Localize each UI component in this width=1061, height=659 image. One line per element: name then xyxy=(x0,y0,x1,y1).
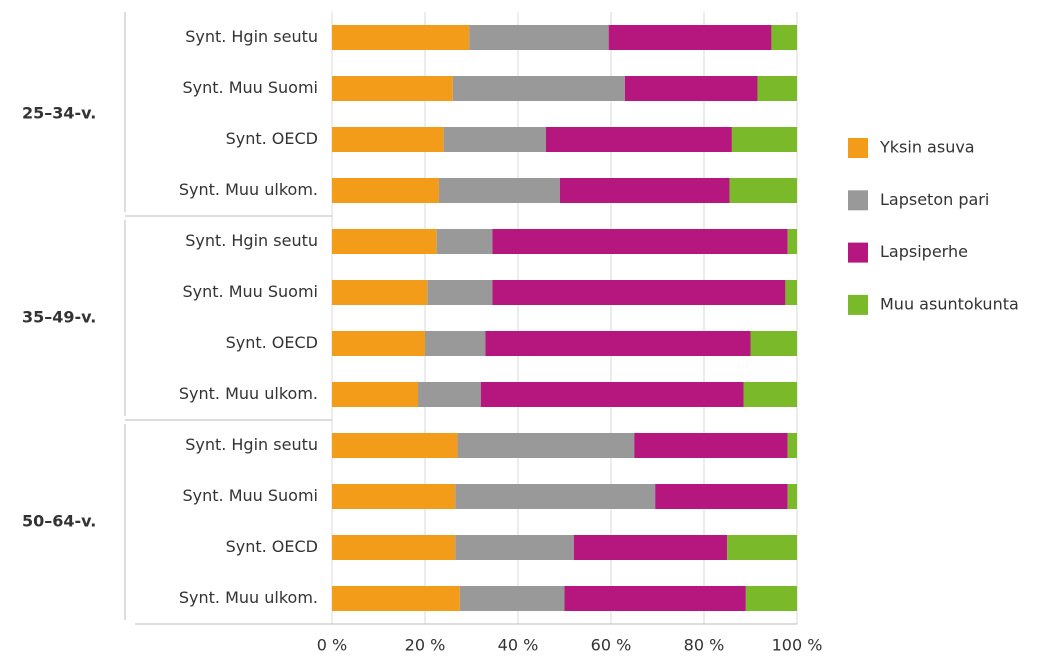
bar-segment xyxy=(745,586,797,611)
bar-segment xyxy=(743,382,797,407)
bar-segment xyxy=(785,280,797,305)
bar-segment xyxy=(655,484,788,509)
bar-segment xyxy=(573,535,728,560)
bar-segment xyxy=(332,586,460,611)
x-tick-label: 60 % xyxy=(591,636,632,655)
x-tick-label: 20 % xyxy=(405,636,446,655)
bar-segment xyxy=(332,76,453,101)
group-label: 35–49-v. xyxy=(22,308,96,327)
bar-segment xyxy=(425,331,486,356)
bar-segment xyxy=(436,229,493,254)
x-tick-label: 80 % xyxy=(684,636,725,655)
bar-segment xyxy=(787,484,797,509)
bar-segment xyxy=(480,382,744,407)
y-tick-label: Synt. Muu ulkom. xyxy=(179,588,318,607)
y-tick-label: Synt. Muu Suomi xyxy=(183,78,319,97)
bar-segment xyxy=(438,178,560,203)
bar-segment xyxy=(757,76,797,101)
bar-segment xyxy=(787,229,797,254)
y-tick-label: Synt. Muu ulkom. xyxy=(179,384,318,403)
bar-segment xyxy=(634,433,788,458)
x-tick-label: 100 % xyxy=(772,636,823,655)
bar-segment xyxy=(452,76,625,101)
bar-segment xyxy=(771,25,797,50)
bar-segment xyxy=(608,25,772,50)
bar-segment xyxy=(559,178,730,203)
bar-segment xyxy=(624,76,758,101)
bar-segment xyxy=(332,25,470,50)
legend-swatch xyxy=(848,294,868,315)
bar-segment xyxy=(492,229,788,254)
y-tick-label: Synt. Hgin seutu xyxy=(185,435,318,454)
y-tick-label: Synt. Hgin seutu xyxy=(185,27,318,46)
bar-segment xyxy=(332,433,458,458)
y-tick-label: Synt. Muu Suomi xyxy=(183,486,319,505)
bar-segment xyxy=(787,433,797,458)
bar-segment xyxy=(332,229,437,254)
bar-segment xyxy=(564,586,746,611)
bar-segment xyxy=(545,127,732,152)
legend-swatch xyxy=(848,190,868,211)
group-label: 50–64-v. xyxy=(22,512,96,531)
bar-segment xyxy=(332,127,444,152)
legend-swatch xyxy=(848,242,868,263)
y-tick-label: Synt. Muu ulkom. xyxy=(179,180,318,199)
bar-segment xyxy=(727,535,797,560)
bar-segment xyxy=(457,433,635,458)
legend-label: Lapseton pari xyxy=(880,190,989,209)
bar-segment xyxy=(332,178,439,203)
bar-segment xyxy=(332,280,428,305)
bar-segment xyxy=(418,382,481,407)
bar-segment xyxy=(469,25,609,50)
bar-segment xyxy=(332,331,425,356)
bar-segment xyxy=(455,535,574,560)
bar-segment xyxy=(443,127,546,152)
bar-segment xyxy=(729,178,797,203)
bar-segment xyxy=(332,535,456,560)
y-tick-label: Synt. OECD xyxy=(226,537,318,556)
legend-label: Lapsiperhe xyxy=(880,242,968,261)
legend-label: Muu asuntokunta xyxy=(880,294,1019,313)
y-tick-label: Synt. Muu Suomi xyxy=(183,282,319,301)
legend-swatch xyxy=(848,138,868,158)
bar-segment xyxy=(427,280,493,305)
bar-segment xyxy=(332,382,419,407)
bar-segment xyxy=(750,331,797,356)
group-label: 25–34-v. xyxy=(22,104,96,123)
y-tick-label: Synt. Hgin seutu xyxy=(185,231,318,250)
legend-label: Yksin asuva xyxy=(879,138,975,157)
bar-segment xyxy=(459,586,565,611)
bar-segment xyxy=(492,280,786,305)
y-tick-label: Synt. OECD xyxy=(226,333,318,352)
bar-segment xyxy=(731,127,797,152)
x-tick-label: 0 % xyxy=(317,636,347,655)
bar-segment xyxy=(455,484,656,509)
x-tick-label: 40 % xyxy=(498,636,539,655)
bar-segment xyxy=(332,484,456,509)
y-tick-label: Synt. OECD xyxy=(226,129,318,148)
bar-segment xyxy=(485,331,751,356)
